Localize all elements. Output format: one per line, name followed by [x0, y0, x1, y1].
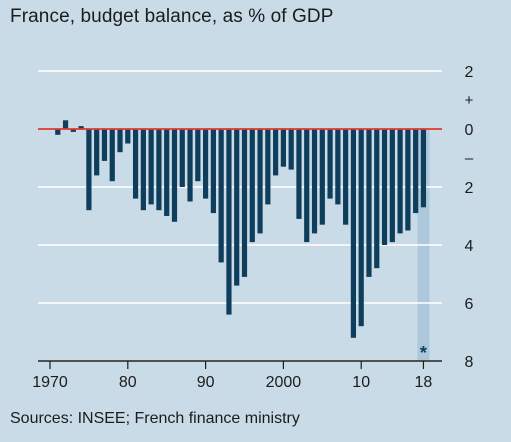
- x-tick-label: 1970: [32, 374, 68, 391]
- bar: [226, 129, 232, 315]
- y-sign-plus: +: [465, 92, 474, 109]
- bars: [55, 120, 427, 338]
- bar: [109, 129, 115, 182]
- bar: [304, 129, 310, 243]
- bar: [132, 129, 139, 199]
- x-tick-label: 80: [119, 374, 137, 391]
- bar: [70, 129, 76, 132]
- bar: [203, 129, 209, 199]
- bar: [374, 129, 380, 269]
- chart-title: France, budget balance, as % of GDP: [10, 6, 334, 27]
- bar: [171, 129, 178, 222]
- bar: [381, 129, 388, 245]
- bar: [241, 129, 248, 277]
- forecast-marker: *: [420, 343, 427, 363]
- bar: [55, 129, 61, 135]
- y-tick-label: 0: [465, 122, 474, 139]
- bar: [389, 129, 395, 243]
- bar: [420, 129, 427, 208]
- bar: [319, 129, 325, 225]
- bar: [234, 129, 240, 286]
- bar: [350, 129, 357, 338]
- y-tick-label: 2: [465, 180, 474, 197]
- bar: [156, 129, 162, 211]
- bar: [101, 129, 108, 161]
- bar: [195, 129, 201, 182]
- bar: [94, 129, 100, 176]
- bar: [296, 129, 302, 219]
- y-sign-minus: –: [465, 150, 474, 167]
- x-tick-label: 10: [352, 374, 370, 391]
- x-tick-label: 18: [415, 374, 433, 391]
- bar: [366, 129, 372, 277]
- bar: [358, 129, 364, 327]
- bar: [327, 129, 333, 199]
- bar: [257, 129, 263, 234]
- bar: [140, 129, 146, 211]
- y-tick-label: 8: [465, 354, 474, 371]
- bar: [280, 129, 286, 167]
- bar: [273, 129, 279, 176]
- bar: [187, 129, 193, 202]
- bar: [62, 120, 69, 129]
- source-note: Sources: INSEE; French finance ministry: [10, 410, 300, 427]
- bar: [210, 129, 216, 214]
- gridlines: [38, 70, 442, 362]
- bar: [311, 129, 318, 234]
- bar: [405, 129, 411, 231]
- bar: [265, 129, 271, 205]
- bar: [86, 129, 92, 211]
- x-tick-label: 90: [197, 374, 215, 391]
- bar: [78, 126, 84, 129]
- bar: [249, 129, 255, 243]
- bar: [397, 129, 403, 234]
- bar: [288, 129, 294, 170]
- bar: [179, 129, 185, 187]
- bar: [125, 129, 131, 144]
- y-tick-label: 6: [465, 296, 474, 313]
- axis-labels: * 2 0 2 4 6 8 + – 1970 80 90 2000 10 18: [32, 64, 474, 391]
- bar: [218, 129, 224, 263]
- y-tick-label: 2: [465, 64, 474, 81]
- bar: [335, 129, 341, 205]
- y-tick-label: 4: [465, 238, 474, 255]
- x-tick-label: 2000: [266, 374, 302, 391]
- bar: [343, 129, 349, 225]
- bar: [413, 129, 419, 214]
- bar: [164, 129, 170, 216]
- bar: [117, 129, 123, 153]
- bar: [148, 129, 154, 205]
